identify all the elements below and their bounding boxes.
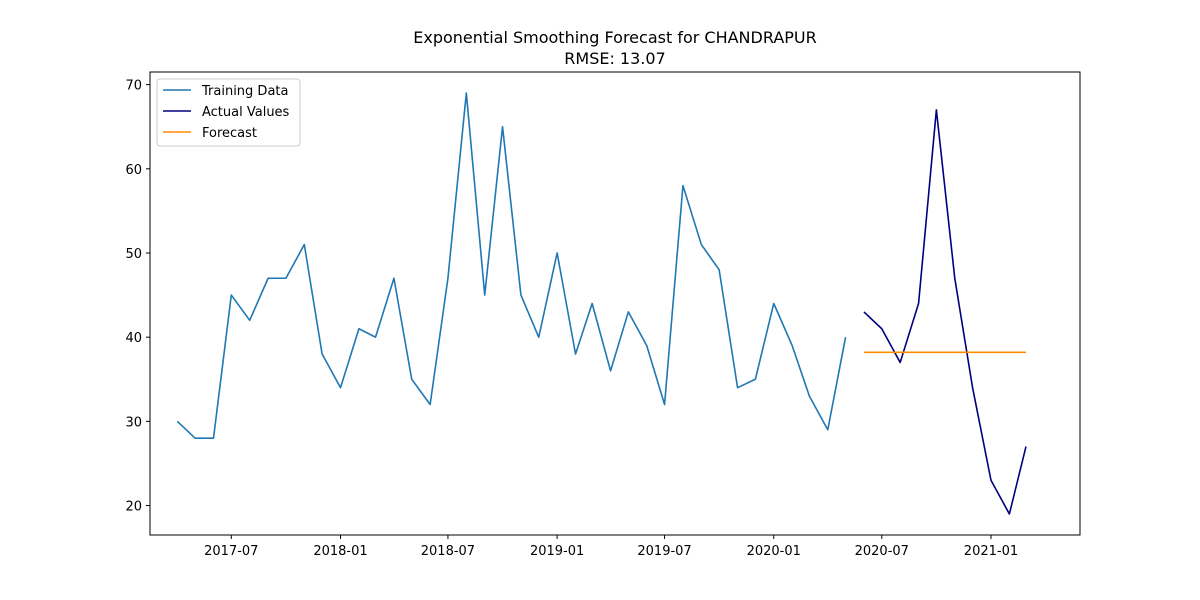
y-tick-label: 30: [125, 415, 142, 430]
x-tick-label: 2018-07: [421, 544, 475, 559]
legend: Training Data Actual Values Forecast: [156, 78, 301, 147]
legend-box: [156, 78, 301, 147]
y-tick-label: 70: [125, 79, 142, 94]
y-tick-label: 40: [125, 331, 142, 346]
x-tick-label: 2020-01: [747, 544, 801, 559]
x-tick-label: 2019-01: [530, 544, 584, 559]
plot-frame: [149, 71, 1081, 536]
y-tick-label: 50: [125, 247, 142, 262]
x-tick-label: 2021-01: [964, 544, 1018, 559]
x-tick-label: 2018-01: [313, 544, 367, 559]
x-tick-label: 2020-07: [855, 544, 909, 559]
x-axis: 2017-07 2018-01 2018-07 2019-01 2019-07 2020-…: [204, 535, 1018, 559]
series-line-training-data: [176, 92, 847, 439]
y-axis: 20 30 40 50 60 70: [125, 79, 150, 515]
y-tick-label: 20: [125, 500, 142, 515]
chart-subtitle: RMSE: 13.07: [564, 49, 665, 68]
legend-label: Forecast: [202, 126, 257, 141]
series-line-actual-values: [863, 109, 1027, 515]
x-tick-label: 2017-07: [204, 544, 258, 559]
legend-label: Training Data: [201, 84, 288, 99]
x-tick-label: 2019-07: [637, 544, 691, 559]
legend-label: Actual Values: [202, 105, 290, 120]
chart-title: Exponential Smoothing Forecast for CHAND…: [413, 28, 816, 47]
y-tick-label: 60: [125, 163, 142, 178]
plot-area: [176, 92, 1027, 515]
